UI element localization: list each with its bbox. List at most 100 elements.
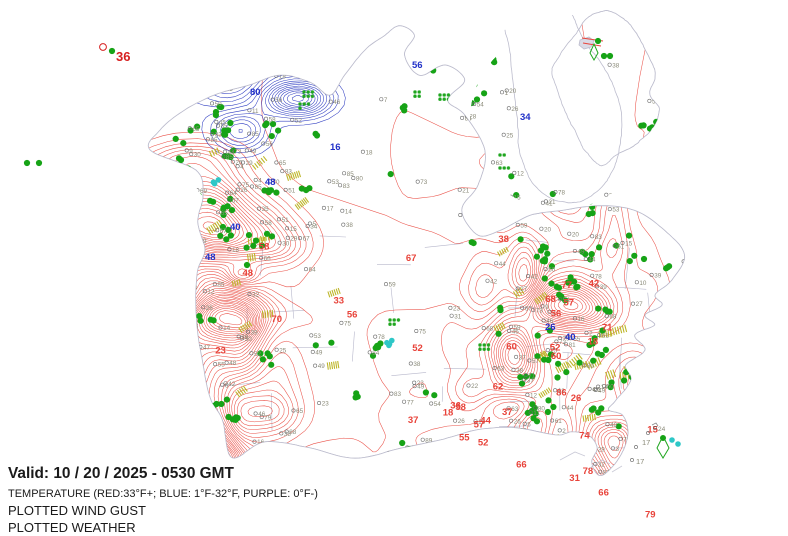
svg-text:Valid: 10 / 20 / 2025 - 05: Valid: 10 / 20 / 2025 - 0530 GMT (8, 465, 234, 482)
svg-text:78: 78 (583, 466, 594, 477)
svg-text:1: 1 (505, 90, 509, 97)
svg-text:38: 38 (413, 361, 421, 368)
svg-text:46: 46 (512, 329, 520, 336)
svg-text:75: 75 (419, 329, 427, 336)
svg-text:44: 44 (588, 257, 596, 264)
svg-text:12: 12 (530, 392, 538, 399)
svg-text:57: 57 (532, 358, 540, 365)
svg-text:54: 54 (434, 401, 442, 408)
svg-text:69: 69 (200, 188, 208, 195)
svg-text:89: 89 (587, 363, 595, 370)
svg-text:80: 80 (250, 87, 261, 98)
svg-text:83: 83 (394, 391, 402, 398)
svg-text:57: 57 (564, 298, 575, 309)
svg-text:68: 68 (486, 326, 494, 333)
svg-text:18: 18 (232, 247, 240, 254)
svg-text:80: 80 (356, 176, 364, 183)
svg-text:55: 55 (459, 432, 470, 443)
svg-text:51: 51 (288, 188, 296, 195)
svg-text:49: 49 (417, 384, 425, 391)
svg-text:67: 67 (220, 228, 228, 235)
svg-text:73: 73 (420, 179, 428, 186)
svg-text:44: 44 (499, 261, 507, 268)
svg-text:55: 55 (218, 362, 226, 369)
svg-text:PLOTTED WIND GUST: PLOTTED WIND GUST (8, 503, 146, 518)
svg-text:TEMPERATURE (RED:33°F+; BLUE:: TEMPERATURE (RED:33°F+; BLUE: 1°F-32°F, … (8, 488, 318, 500)
svg-text:31: 31 (569, 473, 580, 484)
svg-text:27: 27 (520, 286, 528, 293)
svg-text:46: 46 (258, 411, 266, 418)
svg-text:38: 38 (346, 222, 354, 229)
svg-text:64: 64 (230, 190, 238, 197)
svg-text:47: 47 (203, 345, 211, 352)
svg-text:42: 42 (589, 279, 600, 290)
svg-text:35: 35 (262, 206, 270, 213)
svg-text:20: 20 (509, 88, 517, 95)
svg-text:44: 44 (480, 415, 491, 426)
svg-text:14: 14 (345, 208, 353, 215)
svg-text:56: 56 (266, 141, 274, 148)
svg-text:80: 80 (538, 405, 546, 412)
svg-text:79: 79 (645, 510, 656, 521)
svg-text:29: 29 (290, 235, 298, 242)
svg-text:18: 18 (588, 336, 599, 347)
svg-text:14: 14 (223, 325, 231, 332)
svg-text:59: 59 (389, 282, 397, 289)
svg-text:77: 77 (407, 399, 415, 406)
svg-text:15: 15 (290, 226, 298, 233)
svg-text:49: 49 (318, 363, 326, 370)
svg-text:64: 64 (309, 267, 317, 274)
svg-text:60: 60 (551, 351, 562, 362)
svg-text:15: 15 (625, 241, 633, 248)
svg-text:7: 7 (384, 97, 388, 104)
svg-text:21: 21 (462, 187, 470, 194)
svg-text:83: 83 (285, 169, 293, 176)
svg-text:17: 17 (642, 438, 650, 447)
svg-text:58: 58 (265, 220, 273, 227)
svg-text:48: 48 (229, 360, 237, 367)
svg-text:88: 88 (289, 429, 297, 436)
svg-text:71: 71 (602, 322, 613, 333)
svg-text:53: 53 (612, 207, 620, 214)
svg-text:32: 32 (252, 292, 260, 299)
svg-text:5: 5 (313, 221, 317, 228)
svg-text:PLOTTED WEATHER: PLOTTED WEATHER (8, 520, 136, 535)
svg-text:65: 65 (296, 408, 304, 415)
svg-text:73: 73 (234, 148, 242, 155)
svg-text:85: 85 (347, 171, 355, 178)
svg-text:27: 27 (636, 301, 644, 308)
svg-text:42: 42 (228, 381, 236, 388)
svg-text:71: 71 (528, 373, 536, 380)
svg-text:52: 52 (254, 351, 262, 358)
svg-text:26: 26 (240, 187, 248, 194)
svg-text:40: 40 (565, 332, 576, 343)
svg-text:49: 49 (578, 249, 586, 256)
svg-text:58: 58 (455, 402, 466, 413)
svg-text:42: 42 (490, 278, 498, 285)
svg-text:29: 29 (598, 447, 606, 454)
svg-text:26: 26 (545, 322, 556, 333)
svg-text:24: 24 (658, 426, 666, 433)
svg-text:37: 37 (502, 407, 513, 418)
svg-text:78: 78 (558, 190, 566, 197)
svg-text:38: 38 (516, 367, 524, 374)
svg-text:61: 61 (602, 333, 610, 340)
svg-text:33: 33 (215, 132, 223, 139)
svg-text:26: 26 (206, 305, 214, 312)
svg-text:51: 51 (282, 217, 290, 224)
svg-text:29: 29 (246, 160, 254, 167)
svg-text:66: 66 (264, 256, 272, 263)
svg-text:67: 67 (406, 253, 417, 264)
svg-text:48: 48 (205, 252, 216, 263)
svg-text:85: 85 (255, 184, 263, 191)
svg-text:60: 60 (506, 342, 517, 353)
svg-text:30: 30 (194, 152, 202, 159)
svg-text:37: 37 (408, 415, 419, 426)
svg-text:85: 85 (252, 131, 260, 138)
svg-text:32: 32 (598, 462, 606, 469)
svg-text:83: 83 (595, 234, 603, 241)
svg-text:56: 56 (412, 60, 423, 71)
svg-text:44: 44 (566, 405, 574, 412)
svg-text:47: 47 (592, 387, 600, 394)
svg-text:75: 75 (344, 321, 352, 328)
